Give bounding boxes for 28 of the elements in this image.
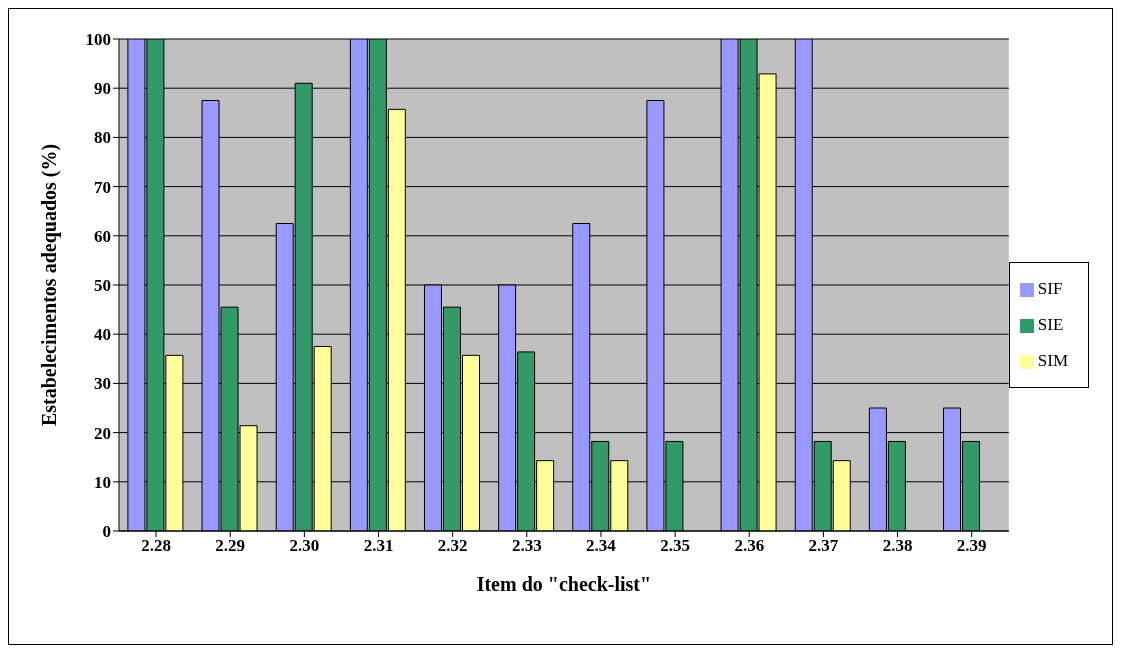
x-tick-label: 2.30: [289, 536, 320, 556]
y-tick-label: 20: [94, 423, 111, 443]
x-tick-label: 2.36: [734, 536, 765, 556]
x-tick-label: 2.39: [956, 536, 987, 556]
x-tick-label: 2.35: [660, 536, 690, 556]
y-tick-label: 100: [85, 30, 111, 50]
x-tick-label: 2.28: [141, 536, 171, 556]
legend-label: SIM: [1037, 351, 1068, 370]
x-tick-label: 2.31: [363, 536, 394, 556]
y-axis-title: Estabelecimentos adequados (%): [38, 143, 62, 427]
y-tick-label: 50: [94, 276, 111, 296]
y-tick-label: 0: [102, 522, 111, 542]
x-tick-label: 2.34: [586, 536, 617, 556]
y-tick-label: 40: [94, 325, 111, 345]
y-tick-label: 10: [94, 472, 111, 492]
x-tick-label: 2.29: [215, 536, 246, 556]
x-tick-label: 2.37: [808, 536, 839, 556]
y-tick-label: 80: [94, 128, 111, 148]
legend-label: SIE: [1037, 315, 1064, 334]
y-tick-label: 90: [94, 79, 111, 99]
y-tick-label: 60: [94, 226, 111, 246]
x-tick-label: 2.32: [437, 536, 468, 556]
x-tick-label: 2.38: [882, 536, 913, 556]
y-tick-label: 70: [94, 177, 111, 197]
x-axis-title: Item do "check-list": [476, 573, 652, 595]
y-tick-label: 30: [94, 374, 111, 394]
x-tick-label: 2.33: [511, 536, 542, 556]
legend-label: SIF: [1037, 279, 1063, 298]
